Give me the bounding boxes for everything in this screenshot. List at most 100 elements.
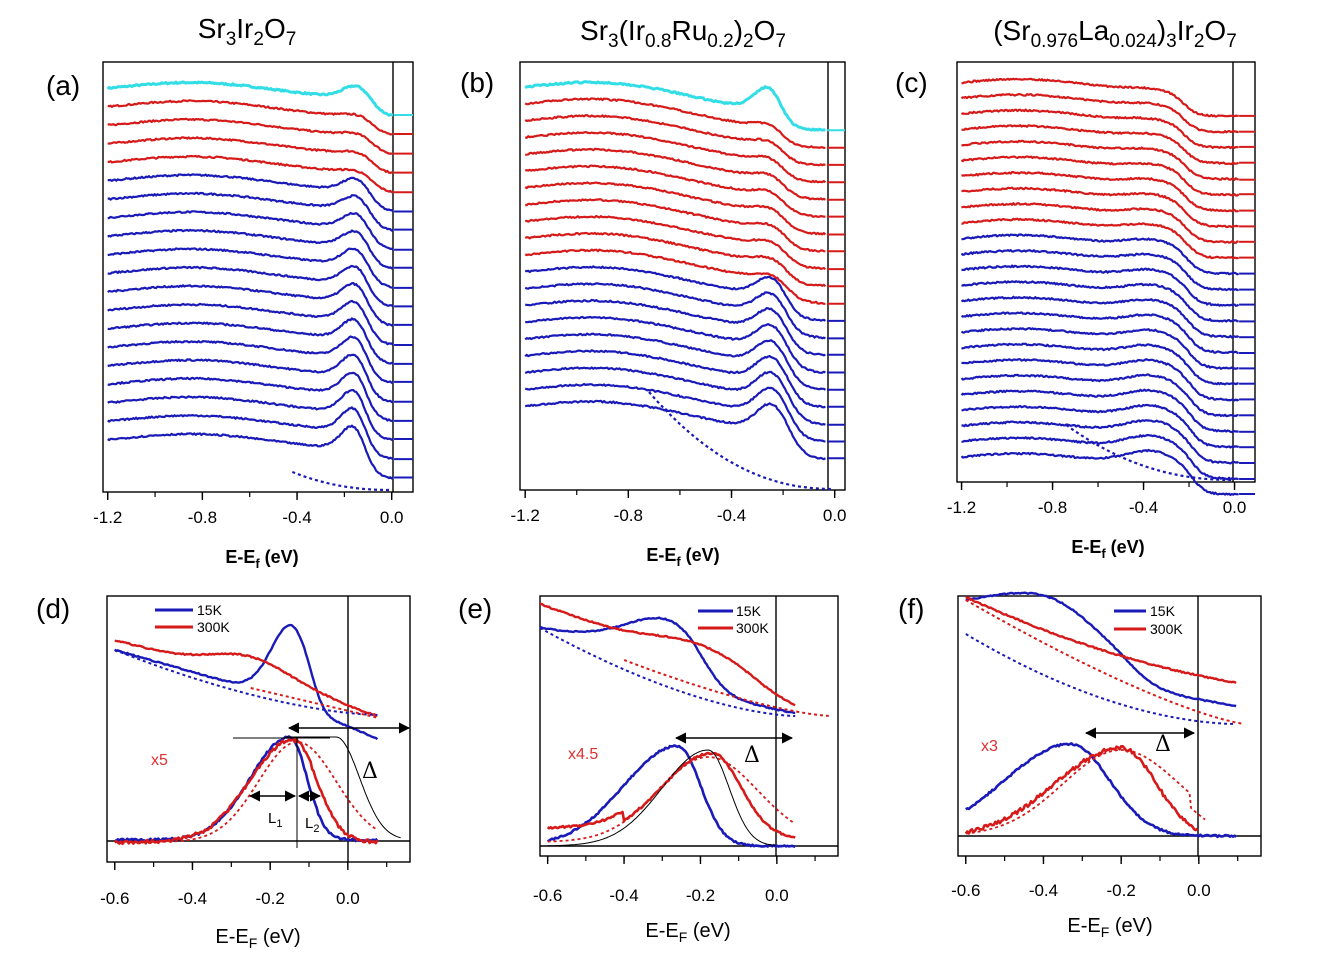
background-300k — [965, 599, 1245, 725]
series-line-blue — [525, 298, 826, 357]
plot-frame-b — [519, 61, 846, 491]
xlabel-b: E-Ef (eV) — [646, 545, 719, 569]
series-line-blue — [107, 389, 394, 441]
legend-f: 15K 300K — [1114, 603, 1183, 637]
legend-300k-text-d: 300K — [197, 619, 230, 635]
series-line-blue — [524, 349, 826, 409]
series-line-blue — [960, 448, 1239, 496]
scale-label-d: x5 — [151, 752, 168, 769]
curves-panel-a — [106, 80, 413, 492]
series-line-blue — [107, 353, 394, 404]
spectrum-15k-upper — [965, 591, 1237, 708]
series-line-red — [524, 114, 826, 167]
series-line-blue — [107, 173, 394, 213]
spectrum-300k-upper — [114, 639, 378, 717]
annotation-arrows — [233, 722, 1196, 848]
series-line-blue — [961, 358, 1240, 402]
x-tick-label: -0.4 — [717, 506, 746, 525]
legend-300k-text-f: 300K — [1150, 621, 1183, 637]
panel-label-b: (b) — [460, 67, 494, 98]
background-300k — [623, 659, 829, 717]
series-line-red — [525, 164, 826, 218]
fit-red-dotted — [547, 756, 796, 843]
series-line-blue — [960, 295, 1240, 339]
legend-15k-text-e: 15K — [736, 603, 762, 619]
x-tick-label: -0.2 — [1107, 881, 1136, 900]
series-line-blue — [107, 264, 394, 308]
series-line-red — [107, 154, 394, 194]
delta-label-d: Δ — [362, 759, 378, 784]
title-c: (Sr0.976La0.024)3Ir2O7 — [993, 15, 1237, 52]
series-line-red — [524, 214, 827, 271]
spectrum-15k-lower — [546, 744, 796, 849]
x-tick-label: 0.0 — [380, 508, 404, 527]
x-tick-label: -0.4 — [282, 508, 311, 527]
series-line-red — [107, 99, 394, 136]
series-line-blue — [107, 191, 394, 232]
xlabel-e: E-EF (eV) — [645, 920, 730, 945]
series-line-red — [524, 130, 827, 184]
spectrum-300k-lower — [964, 744, 1199, 835]
panel-label-f: (f) — [898, 593, 924, 624]
xlabel-a: E-Ef (eV) — [225, 547, 298, 571]
series-line-red — [107, 117, 394, 155]
series-line-red — [961, 139, 1240, 181]
fit-red-dotted — [965, 749, 1206, 835]
series-line-red — [524, 97, 826, 149]
series-line-blue — [525, 265, 827, 322]
series-line-red — [961, 202, 1239, 244]
series-line-blue — [107, 228, 394, 270]
x-tick-label: 0.0 — [1187, 881, 1211, 900]
series-line-red — [961, 124, 1240, 166]
l2-label-d: L2 — [305, 815, 319, 835]
series-line-cyan — [524, 80, 826, 132]
x-tick-label: 0.0 — [1223, 498, 1247, 517]
x-tick-label: -0.2 — [686, 886, 715, 905]
panel-label-a: (a) — [46, 70, 80, 101]
series-line-cyan — [106, 80, 394, 117]
title-a: Sr3Ir2O7 — [198, 13, 297, 50]
plot-frame-d — [106, 595, 411, 863]
background-dotted-line — [648, 391, 833, 491]
xlabel-f: E-EF (eV) — [1067, 915, 1152, 940]
scale-label-e: x4.5 — [568, 746, 598, 763]
series-line-red — [961, 108, 1239, 150]
series-line-red — [525, 147, 826, 201]
series-line-blue — [525, 315, 826, 374]
curves-panel-e — [539, 602, 829, 849]
x-tick-label: -0.8 — [188, 508, 217, 527]
series-line-red — [960, 155, 1240, 197]
series-line-blue — [960, 327, 1239, 370]
series-line-blue — [961, 264, 1240, 307]
plot-frame-c — [956, 61, 1256, 483]
spectrum-15k-upper — [539, 616, 796, 715]
series-line-red — [961, 186, 1239, 229]
background-15k — [965, 633, 1237, 725]
x-tick-label: -0.6 — [951, 881, 980, 900]
series-line-blue — [107, 317, 394, 365]
series-line-blue — [107, 424, 394, 480]
series-line-blue — [107, 210, 394, 251]
series-line-red — [524, 248, 826, 305]
scale-label-f: x3 — [981, 738, 998, 755]
series-line-blue — [960, 388, 1239, 434]
series-line-blue — [961, 433, 1239, 481]
spectrum-15k-lower — [965, 742, 1237, 839]
panel-label-d: (d) — [36, 593, 70, 624]
series-line-blue — [524, 399, 826, 461]
x-tick-label: -0.8 — [1038, 498, 1067, 517]
x-tick-label: -0.6 — [100, 889, 129, 908]
x-tick-label: -0.4 — [178, 889, 207, 908]
legend-300k-text-e: 300K — [736, 620, 769, 636]
series-line-blue — [961, 419, 1240, 465]
series-line-blue — [961, 311, 1239, 355]
curves-panel-c — [960, 77, 1255, 496]
x-tick-label: 0.0 — [823, 506, 847, 525]
plot-frame-a — [102, 61, 414, 493]
series-line-red — [107, 136, 394, 175]
spectrum-15k-upper — [113, 623, 379, 741]
x-tick-label: -1.2 — [947, 498, 976, 517]
delta-label-e: Δ — [744, 743, 760, 768]
curves-panel-d — [113, 623, 401, 846]
